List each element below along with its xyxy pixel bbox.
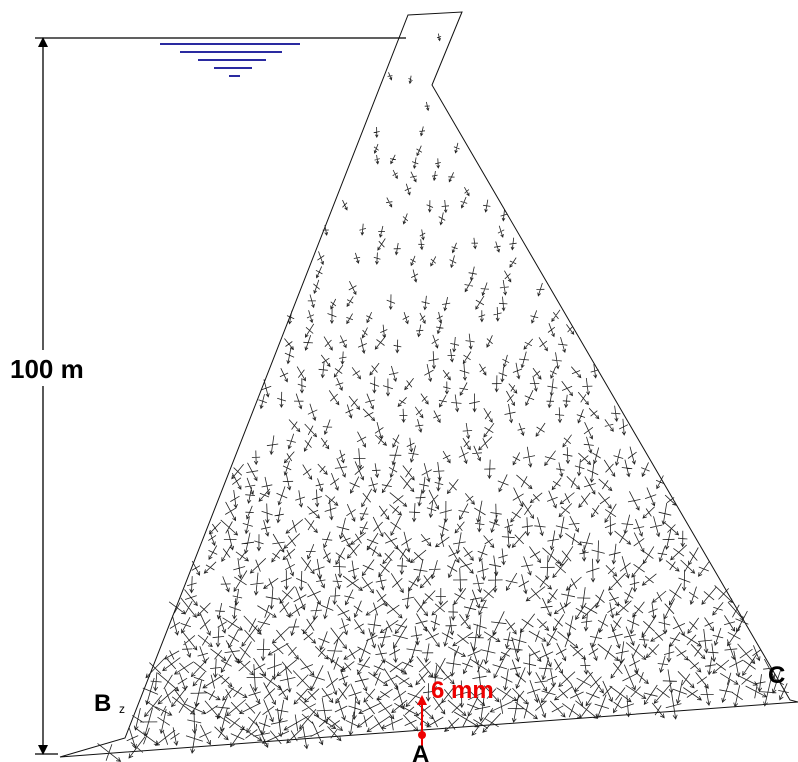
- point-a: [418, 731, 426, 739]
- stress-field: [97, 33, 789, 762]
- height-label: 100 m: [10, 354, 84, 384]
- label-z: z: [119, 702, 125, 716]
- label-a: A: [412, 741, 429, 762]
- dam-outline: [59, 11, 798, 758]
- label-bg: [4, 350, 84, 386]
- label-c: C: [768, 662, 785, 689]
- scale-label: 6 mm: [431, 677, 494, 704]
- water-symbol: [160, 43, 300, 77]
- label-b: B: [94, 690, 111, 717]
